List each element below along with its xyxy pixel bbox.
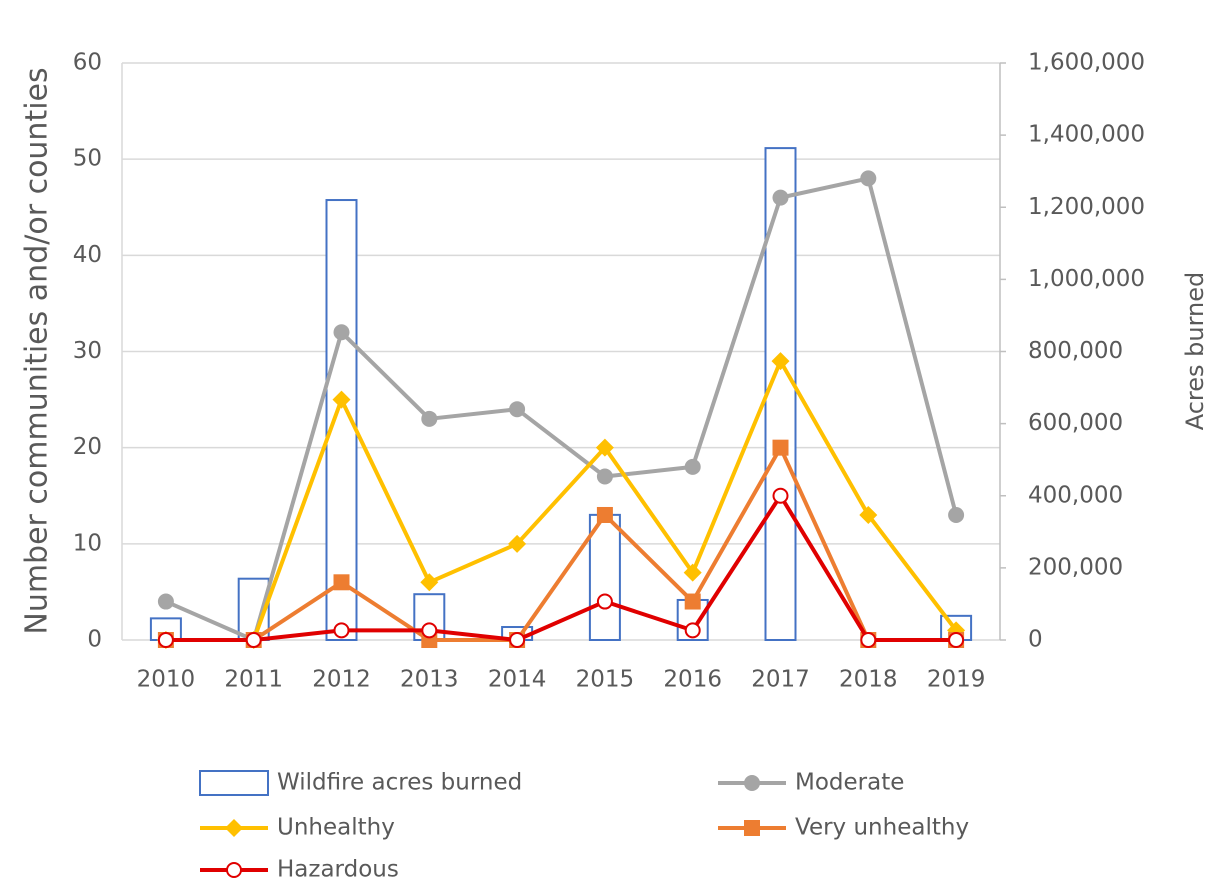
y-tick-label: 10: [73, 530, 102, 556]
marker: [508, 534, 527, 553]
marker: [771, 352, 790, 371]
marker: [859, 505, 878, 524]
marker: [684, 458, 701, 475]
marker: [157, 593, 174, 610]
y2-tick-label: 600,000: [1028, 410, 1123, 436]
marker: [332, 390, 351, 409]
y2-tick-label: 1,000,000: [1028, 266, 1145, 292]
y2-tick-label: 1,600,000: [1028, 50, 1145, 76]
marker: [596, 593, 613, 610]
marker: [596, 468, 613, 485]
x-tick-label: 2015: [576, 667, 635, 693]
x-tick-label: 2010: [137, 667, 196, 693]
x-tick-label: 2018: [839, 667, 898, 693]
marker: [772, 189, 789, 206]
marker: [421, 622, 438, 639]
marker: [684, 593, 701, 610]
y2-tick-label: 0: [1028, 627, 1043, 653]
marker: [772, 487, 789, 504]
marker: [860, 632, 877, 648]
marker: [772, 439, 789, 456]
line: [165, 445, 957, 642]
y-tick-label: 0: [87, 627, 102, 653]
bar: [325, 199, 358, 641]
marker: [225, 819, 243, 837]
marker: [744, 820, 760, 836]
marker: [595, 438, 614, 457]
x-tick-label: 2019: [927, 667, 986, 693]
y-tick-label: 60: [73, 50, 102, 76]
marker: [333, 622, 350, 639]
bar: [588, 513, 621, 641]
marker: [509, 401, 526, 418]
y-tick-label: 40: [73, 242, 102, 268]
marker: [421, 410, 438, 427]
y-axis-label: Number communities and/or counties: [20, 67, 55, 634]
y2-tick-label: 200,000: [1028, 554, 1123, 580]
marker: [596, 506, 613, 523]
legend-label: Unhealthy: [277, 815, 395, 841]
y-tick-label: 20: [73, 434, 102, 460]
x-tick-label: 2017: [751, 667, 810, 693]
x-tick-label: 2016: [663, 667, 722, 693]
x-tick-label: 2013: [400, 667, 459, 693]
legend-label: Wildfire acres burned: [277, 770, 522, 796]
marker: [684, 622, 701, 639]
line: [165, 493, 957, 642]
x-tick-label: 2011: [224, 667, 283, 693]
marker: [333, 574, 350, 591]
line: [165, 359, 958, 642]
marker: [333, 324, 350, 341]
marker: [245, 632, 262, 648]
y2-tick-label: 1,400,000: [1028, 122, 1145, 148]
legend-swatch: [199, 770, 269, 796]
marker: [226, 862, 242, 878]
marker: [683, 563, 702, 582]
marker: [948, 506, 965, 523]
y2-tick-label: 400,000: [1028, 482, 1123, 508]
line: [165, 176, 959, 642]
marker: [420, 573, 439, 592]
legend-label: Hazardous: [277, 857, 399, 883]
legend-label: Very unhealthy: [795, 815, 969, 841]
x-tick-label: 2014: [488, 667, 547, 693]
bar: [764, 147, 797, 641]
y-tick-label: 30: [73, 338, 102, 364]
marker: [509, 632, 526, 648]
marker: [157, 632, 174, 648]
y-tick-label: 50: [73, 146, 102, 172]
y2-axis-label: Acres burned: [1181, 272, 1209, 431]
marker: [744, 775, 760, 791]
legend-label: Moderate: [795, 770, 904, 796]
y2-tick-label: 1,200,000: [1028, 194, 1145, 220]
y2-tick-label: 800,000: [1028, 338, 1123, 364]
x-tick-label: 2012: [312, 667, 371, 693]
marker: [948, 632, 965, 648]
marker: [860, 170, 877, 187]
